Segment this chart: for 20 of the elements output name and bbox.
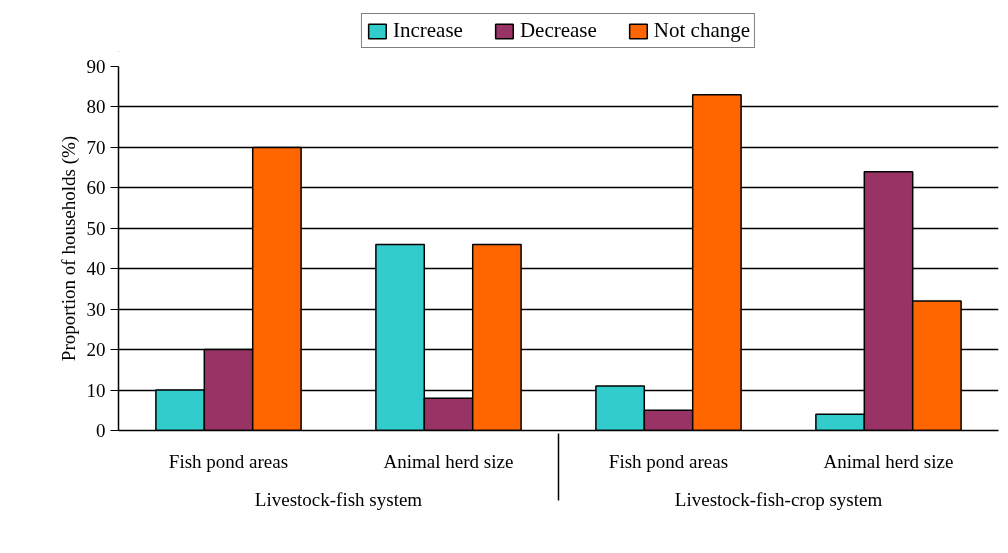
x-tick-label: Fish pond areas — [168, 450, 289, 472]
y-tick-label: 20 — [86, 339, 106, 361]
text: Livestock-fish-crop system — [674, 488, 883, 510]
legend-label: Decrease — [519, 18, 597, 43]
text: Livestock-fish system — [254, 488, 423, 510]
y-tick-label: 50 — [86, 217, 106, 239]
y-tick-label: 40 — [86, 258, 106, 280]
x-tick-label: Animal herd size — [383, 450, 514, 472]
y-tick-label: 30 — [86, 298, 106, 320]
legend-label: Not change — [653, 18, 751, 43]
y-tick-label: 90 — [86, 56, 106, 77]
y-tick-label: 70 — [86, 136, 106, 158]
legend-label: Increase — [392, 18, 463, 43]
x-tick-label: Fish pond areas — [608, 450, 729, 472]
y-tick-label: 60 — [86, 177, 106, 199]
x-tick-label: Animal herd size — [823, 450, 954, 472]
y-tick-label: 0 — [96, 420, 106, 441]
y-tick-label: 80 — [86, 96, 106, 118]
y-axis-title: Proportion of households (%) — [57, 135, 80, 362]
y-tick-label: 10 — [86, 379, 106, 401]
